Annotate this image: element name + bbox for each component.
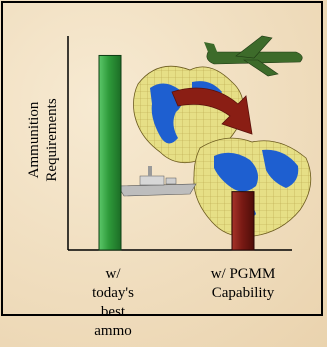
- y-axis-label-line-1: Ammunition: [26, 101, 42, 178]
- x-tick-label-today-best-ammo: w/today's best ammo: [92, 266, 134, 339]
- cargo-aircraft-icon: [204, 35, 303, 77]
- bar-today-best-ammo: [98, 54, 122, 251]
- curved-arrow-icon: [171, 87, 253, 135]
- warship-icon: [117, 166, 197, 197]
- y-axis-label-line-2: Requirements: [44, 98, 60, 181]
- x-tick-label-line: today's: [92, 285, 134, 301]
- x-tick-label-pgmm-capability: w/ PGMM Capability: [211, 266, 276, 301]
- x-tick-label-line: best: [101, 304, 126, 320]
- chart-border: [1, 1, 323, 316]
- x-tick-label-line: w/ PGMM: [211, 266, 276, 282]
- x-tick-label-line: Capability: [212, 285, 275, 301]
- x-tick-label-line: ammo: [94, 323, 132, 339]
- bars-group: [98, 54, 255, 251]
- bar-pgmm-capability: [231, 191, 255, 251]
- x-tick-label-line: w/: [106, 266, 122, 282]
